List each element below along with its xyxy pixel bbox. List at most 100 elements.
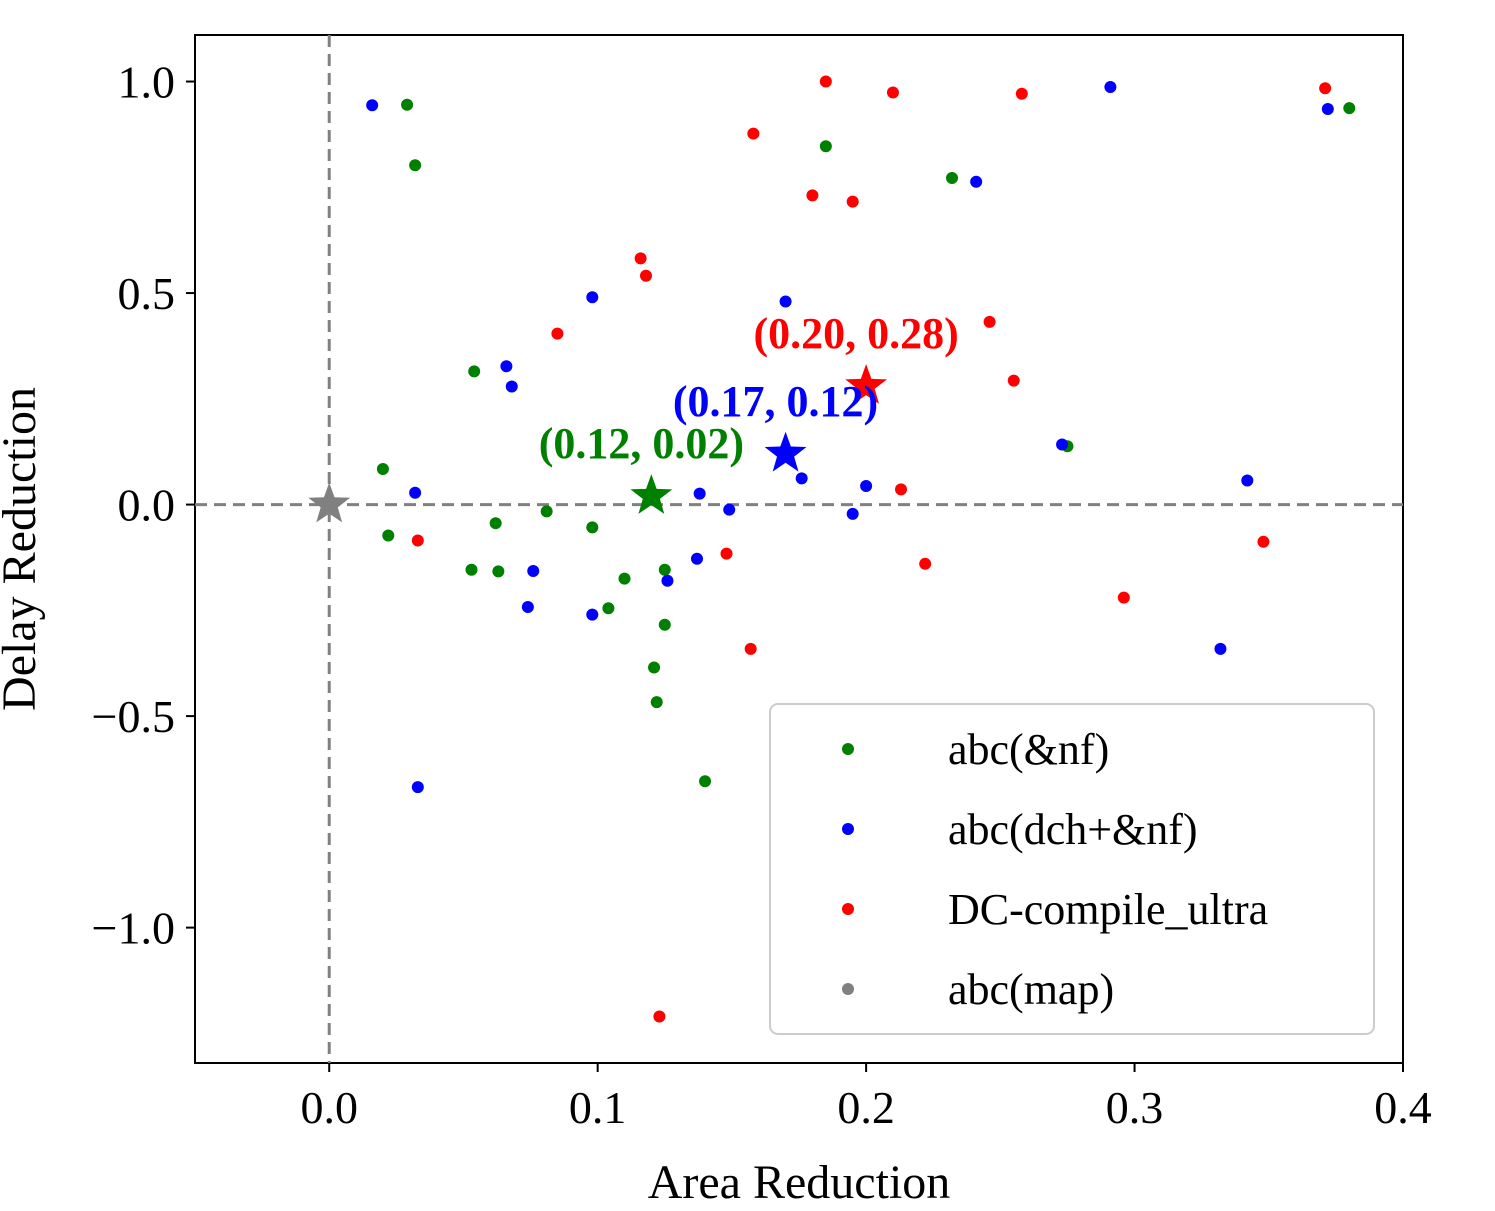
- legend-label: DC-compile_ultra: [948, 885, 1268, 934]
- legend-label: abc(&nf): [948, 725, 1109, 774]
- data-point: [489, 517, 502, 530]
- data-point: [648, 661, 661, 674]
- data-point: [919, 557, 932, 570]
- mean-star-marker: [630, 474, 673, 514]
- data-point: [723, 503, 736, 516]
- mean-annotation-label: (0.20, 0.28): [753, 309, 958, 358]
- data-point: [806, 189, 819, 202]
- data-point: [602, 602, 615, 615]
- data-point: [366, 99, 379, 112]
- data-point: [1214, 642, 1227, 655]
- data-point: [747, 127, 760, 140]
- data-point: [382, 529, 395, 542]
- mean-star-marker: [308, 482, 351, 523]
- data-point: [1007, 374, 1020, 387]
- data-point: [586, 291, 599, 304]
- legend-marker: [842, 823, 854, 835]
- data-point: [658, 563, 671, 576]
- data-point: [795, 472, 808, 485]
- data-point: [618, 572, 631, 585]
- x-tick-label: 0.0: [300, 1082, 358, 1133]
- data-point: [895, 483, 908, 496]
- data-points: [366, 75, 1356, 1023]
- data-point: [1343, 102, 1356, 115]
- data-point: [468, 365, 481, 378]
- y-tick-label: −0.5: [92, 691, 175, 742]
- data-point: [693, 487, 706, 500]
- data-point: [492, 565, 505, 578]
- x-tick-label: 0.4: [1374, 1082, 1432, 1133]
- data-point: [521, 600, 534, 613]
- data-point: [946, 171, 959, 184]
- data-point: [409, 486, 422, 499]
- x-tick-label: 0.2: [837, 1082, 895, 1133]
- data-point: [1117, 591, 1130, 604]
- data-point: [744, 642, 757, 655]
- data-point: [690, 552, 703, 565]
- data-point: [1241, 474, 1254, 487]
- mean-star-marker: [764, 431, 807, 472]
- data-point: [551, 327, 564, 340]
- data-point: [411, 534, 424, 547]
- data-point: [1319, 82, 1332, 95]
- data-point: [779, 295, 792, 308]
- data-point: [411, 781, 424, 794]
- mean-star-marker: [845, 364, 888, 404]
- data-point: [586, 521, 599, 534]
- data-point: [860, 479, 873, 492]
- x-tick-label: 0.3: [1106, 1082, 1164, 1133]
- data-point: [886, 86, 899, 99]
- data-point: [846, 195, 859, 208]
- data-point: [500, 360, 513, 373]
- data-point: [720, 547, 733, 560]
- data-point: [505, 380, 518, 393]
- x-tick-label: 0.1: [569, 1082, 627, 1133]
- data-point: [634, 252, 647, 265]
- legend-box: [769, 703, 1375, 1035]
- data-point: [983, 315, 996, 328]
- data-point: [650, 696, 663, 709]
- data-point: [401, 98, 414, 111]
- x-axis-ticks: 0.0 0.1 0.2 0.3 0.4: [300, 1063, 1432, 1133]
- data-point: [661, 574, 674, 587]
- mean-annotation-label: (0.12, 0.02): [539, 419, 744, 468]
- reference-lines: [195, 35, 1403, 1063]
- legend-marker: [842, 983, 854, 995]
- data-point: [699, 775, 712, 788]
- y-axis-ticks: 1.0 0.5 0.0 −0.5 −1.0: [92, 57, 195, 954]
- data-point: [1257, 535, 1270, 548]
- mean-annotation-label: (0.17, 0.12): [673, 377, 878, 426]
- legend: abc(&nf) abc(dch+&nf) DC-compile_ultra abc(…: [769, 703, 1375, 1035]
- data-point: [527, 564, 540, 577]
- data-point: [846, 507, 859, 520]
- y-tick-label: 0.5: [118, 268, 176, 319]
- data-point: [819, 140, 832, 153]
- x-axis-title: Area Reduction: [648, 1156, 951, 1209]
- legend-marker: [842, 903, 854, 915]
- legend-label: abc(dch+&nf): [948, 805, 1198, 854]
- data-point: [1056, 438, 1069, 451]
- data-point: [376, 463, 389, 476]
- data-point: [970, 175, 983, 188]
- data-point: [658, 618, 671, 631]
- data-point: [409, 159, 422, 172]
- plot-frame: [194, 34, 1404, 1064]
- data-point: [540, 505, 553, 518]
- data-point: [639, 269, 652, 282]
- data-point: [1015, 87, 1028, 100]
- data-point: [1321, 103, 1334, 116]
- y-tick-label: 0.0: [118, 480, 176, 531]
- data-point: [465, 563, 478, 576]
- y-tick-label: −1.0: [92, 903, 175, 954]
- y-axis-title: Delay Reduction: [0, 387, 46, 711]
- data-point: [653, 1010, 666, 1023]
- data-point: [586, 608, 599, 621]
- legend-label: abc(map): [948, 965, 1114, 1014]
- y-tick-label: 1.0: [118, 57, 176, 108]
- mean-annotations: (0.12, 0.02)(0.17, 0.12) (0.20, 0.28): [539, 309, 959, 468]
- mean-markers: [308, 364, 888, 523]
- data-point: [819, 75, 832, 88]
- legend-marker: [842, 743, 854, 755]
- data-point: [1104, 81, 1117, 94]
